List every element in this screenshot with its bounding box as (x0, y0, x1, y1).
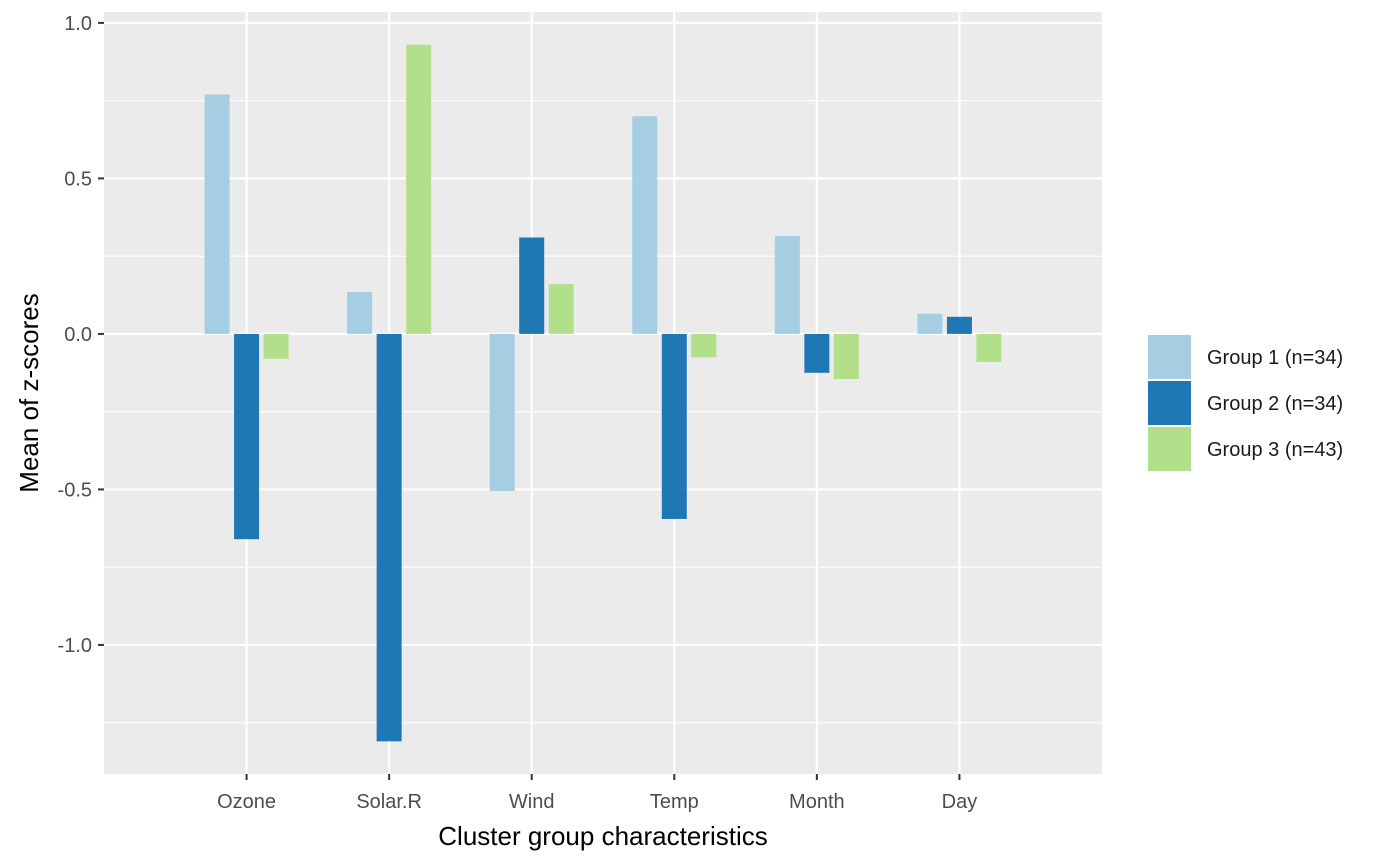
x-tick-label: Wind (509, 791, 555, 813)
legend-label: Group 1 (n=34) (1207, 347, 1343, 369)
legend-label: Group 3 (n=43) (1207, 439, 1343, 461)
bar-solar-r-series-2 (376, 333, 402, 742)
bar-wind-series-2 (519, 237, 545, 334)
bar-month-series-3 (833, 333, 859, 380)
bar-temp-series-2 (661, 333, 687, 519)
y-tick-label: 0.5 (64, 168, 92, 190)
legend-key (1148, 335, 1191, 379)
x-tick-label: Month (789, 791, 845, 813)
y-tick-label: -0.5 (58, 479, 92, 501)
y-tick-label: -1.0 (58, 635, 92, 657)
bar-ozone-series-2 (234, 333, 260, 540)
bar-wind-series-3 (548, 284, 574, 334)
legend-key (1148, 427, 1191, 471)
x-axis-title: Cluster group characteristics (438, 821, 767, 851)
bar-ozone-series-3 (263, 333, 289, 359)
x-tick-label: Solar.R (356, 791, 422, 813)
bar-temp-series-3 (691, 333, 717, 358)
y-axis: -1.0 -0.5 0.0 0.5 1.0 (58, 13, 104, 657)
x-tick-label: Temp (650, 791, 699, 813)
bars (204, 44, 1002, 742)
bar-day-series-1 (917, 313, 943, 334)
bar-solar-r-series-1 (347, 291, 373, 334)
x-axis: Ozone Solar.R Wind Temp Month Day (217, 774, 977, 813)
bar-wind-series-1 (489, 333, 515, 491)
y-tick-label: 0.0 (64, 324, 92, 346)
bar-day-series-2 (946, 316, 972, 334)
y-tick-label: 1.0 (64, 13, 92, 35)
plot-panel (104, 12, 1102, 774)
x-tick-label: Ozone (217, 791, 276, 813)
minor-gridlines (104, 100, 1102, 724)
x-tick-label: Day (942, 791, 978, 813)
y-axis-title: Mean of z-scores (14, 293, 44, 492)
bar-solar-r-series-3 (406, 44, 432, 334)
legend: Group 1 (n=34) Group 2 (n=34) Group 3 (n=4… (1148, 335, 1343, 471)
bar-ozone-series-1 (204, 94, 230, 334)
bar-temp-series-1 (632, 116, 658, 334)
bar-month-series-2 (804, 333, 830, 373)
legend-label: Group 2 (n=34) (1207, 393, 1343, 415)
legend-key (1148, 381, 1191, 425)
bar-day-series-3 (976, 333, 1002, 362)
bar-month-series-1 (774, 235, 800, 334)
